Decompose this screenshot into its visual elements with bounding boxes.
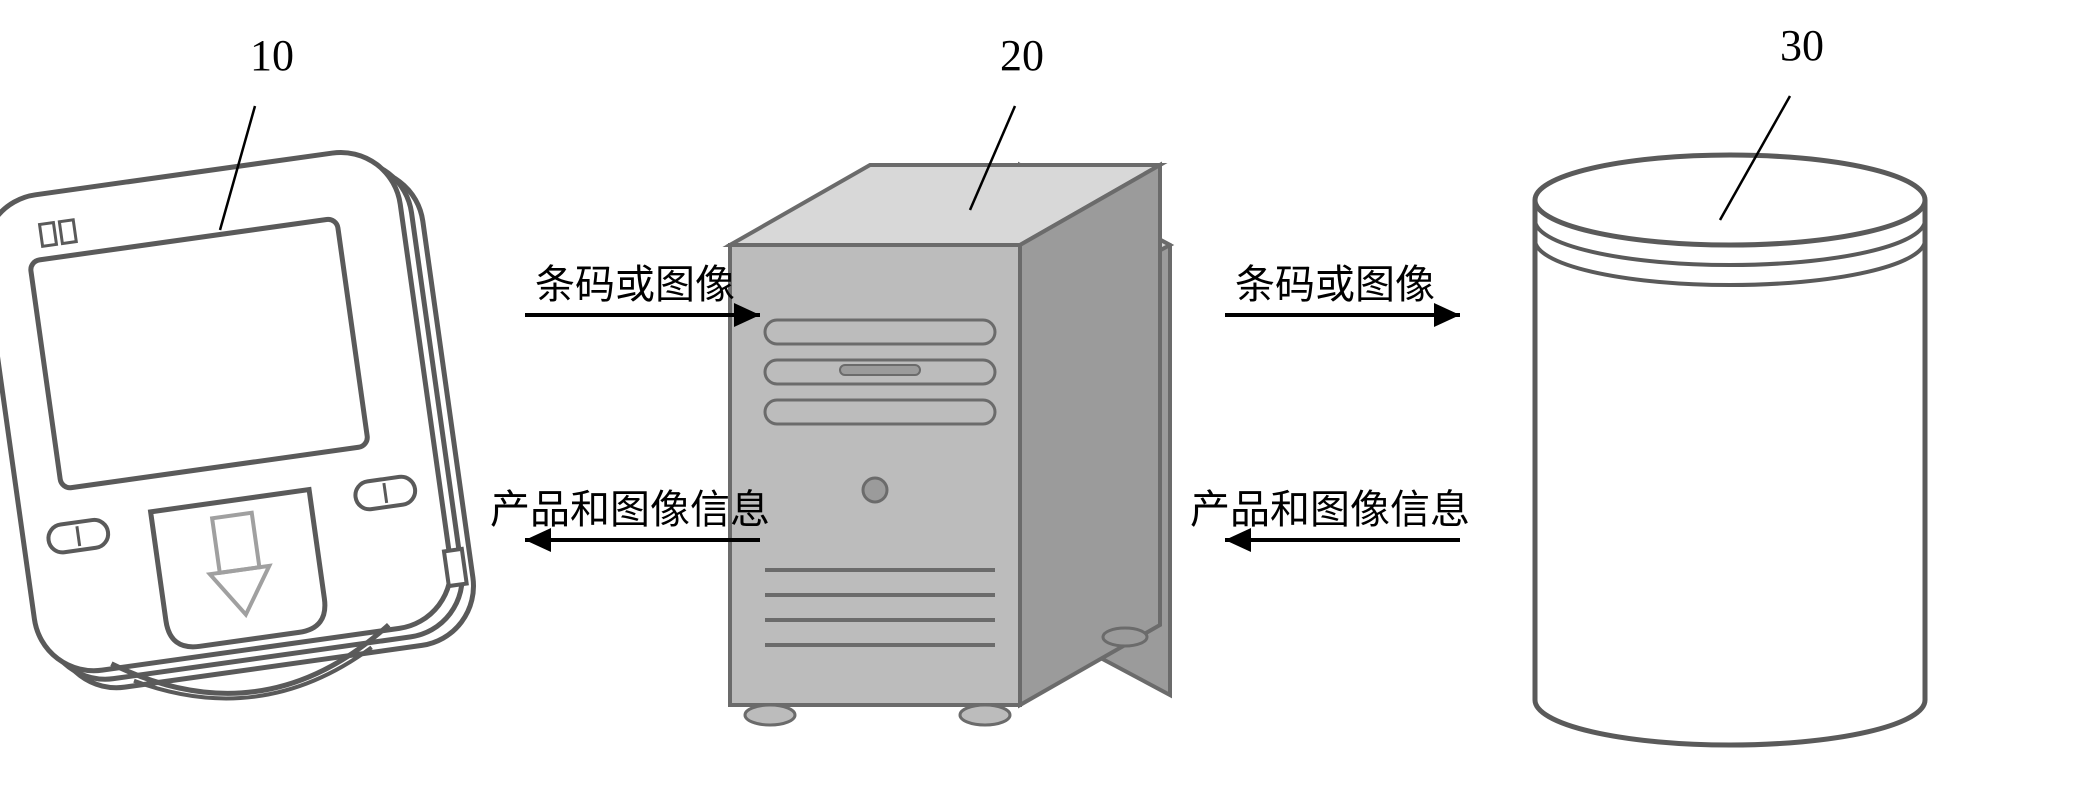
cylinder-node (1535, 155, 1925, 745)
arrow-label-a3: 条码或图像 (1235, 262, 1435, 307)
arrowhead-a3 (1434, 303, 1460, 327)
device-node (0, 142, 485, 726)
arrow-label-a1: 条码或图像 (535, 262, 735, 307)
server-node (730, 165, 1170, 725)
arrow-label-a2: 产品和图像信息 (490, 487, 770, 532)
arrow-label-a4: 产品和图像信息 (1190, 487, 1470, 532)
server-ref-label: 20 (1000, 31, 1044, 80)
cylinder-ref-label: 30 (1780, 21, 1824, 70)
device-ref-label: 10 (250, 31, 294, 80)
